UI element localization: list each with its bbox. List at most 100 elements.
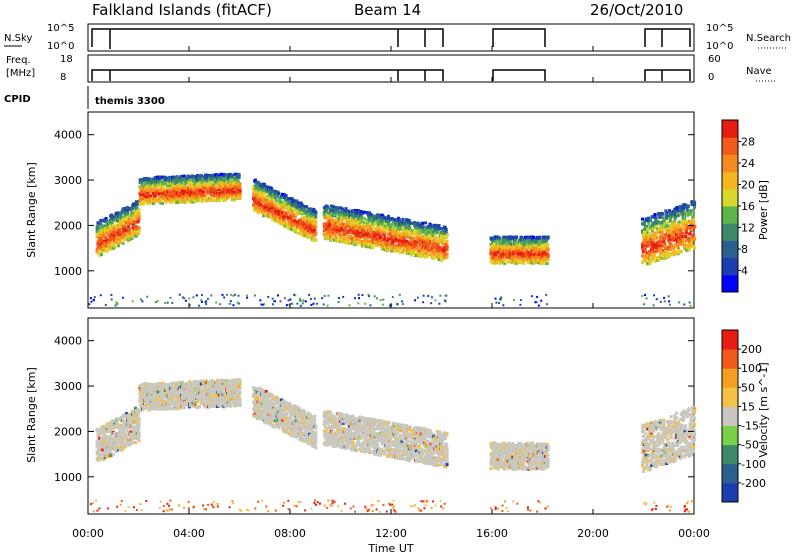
- ground-scatter-cell: [502, 304, 505, 307]
- scatter-cell: [404, 221, 408, 225]
- scatter-cell: [653, 259, 657, 263]
- scatter-cell: [230, 186, 234, 190]
- scatter-cell: [152, 189, 155, 193]
- scatter-cell: [673, 207, 677, 211]
- scatter-cell: [322, 222, 326, 226]
- station-title: Falkland Islands (fitACF): [92, 1, 272, 19]
- scatter-cell: [420, 253, 424, 257]
- scatter-cell: [152, 185, 156, 189]
- scatter-cell: [223, 179, 227, 183]
- scatter-cell: [237, 173, 241, 177]
- scatter-cell: [352, 213, 356, 217]
- scatter-cell: [264, 202, 268, 206]
- scatter-cell: [262, 192, 266, 195]
- scatter-cell: [303, 220, 307, 224]
- scatter-cell: [533, 256, 536, 259]
- scatter-cell: [376, 220, 380, 223]
- scatter-cell: [163, 175, 167, 179]
- scatter-cell: [338, 214, 342, 218]
- scatter-cell: [655, 222, 659, 226]
- scatter-cell: [533, 248, 537, 252]
- scatter-cell: [163, 190, 167, 194]
- scatter-cell: [234, 181, 238, 185]
- scatter-cell: [293, 219, 297, 223]
- scatter-cell: [662, 234, 666, 238]
- scatter-cell: [650, 233, 653, 237]
- scatter-cell: [422, 251, 426, 255]
- scatter-cell: [680, 235, 684, 239]
- scatter-cell: [502, 236, 506, 240]
- scatter-cell: [349, 231, 352, 235]
- scatter-cell: [114, 217, 118, 221]
- scatter-cell: [392, 236, 396, 240]
- scatter-cell: [428, 241, 432, 245]
- scatter-cell: [196, 176, 200, 180]
- scatter-cell: [682, 225, 686, 229]
- scatter-cell: [129, 219, 133, 223]
- scatter-cell: [432, 249, 436, 253]
- scatter-cell: [650, 241, 654, 245]
- scatter-cell: [392, 246, 396, 250]
- scatter-cell: [342, 239, 346, 243]
- scatter-cell: [499, 244, 503, 248]
- scatter-cell: [310, 214, 314, 218]
- scatter-cell: [224, 183, 228, 187]
- scatter-cell: [413, 245, 417, 249]
- scatter-cell: [340, 213, 344, 217]
- scatter-cell: [261, 191, 265, 195]
- scatter-cell: [662, 220, 666, 223]
- scatter-cell: [528, 242, 532, 246]
- scatter-cell: [665, 211, 669, 215]
- scatter-cell: [269, 215, 273, 219]
- scatter-cell: [228, 183, 232, 187]
- scatter-cell: [437, 231, 441, 235]
- scatter-cell: [644, 231, 648, 235]
- scatter-cell: [411, 249, 415, 253]
- scatter-cell: [654, 250, 658, 254]
- scatter-cell: [518, 256, 522, 260]
- scatter-cell: [112, 232, 116, 235]
- scatter-cell: [649, 218, 653, 222]
- scatter-cell: [350, 241, 354, 245]
- scatter-cell: [192, 194, 196, 197]
- scatter-cell: [225, 175, 229, 179]
- scatter-cell: [645, 251, 649, 255]
- ground-scatter-cell: [141, 300, 144, 303]
- scatter-cell: [507, 247, 511, 250]
- scatter-cell: [330, 209, 333, 213]
- scatter-cell: [669, 224, 673, 228]
- scatter-cell: [658, 252, 662, 256]
- scatter-cell: [401, 233, 405, 237]
- scatter-cell: [538, 252, 542, 256]
- scatter-cell: [691, 215, 695, 219]
- scatter-cell: [650, 229, 654, 233]
- freq-tick-high: 18: [60, 54, 73, 65]
- scatter-cell: [666, 221, 670, 225]
- scatter-cell: [375, 222, 379, 226]
- scatter-cell: [382, 240, 386, 243]
- scatter-cell: [348, 238, 352, 241]
- scatter-cell: [414, 233, 418, 237]
- scatter-cell: [310, 210, 314, 214]
- scatter-cell: [414, 248, 417, 252]
- scatter-cell: [534, 255, 538, 259]
- scatter-cell: [226, 196, 229, 200]
- scatter-cell: [424, 251, 428, 255]
- scatter-cell: [405, 229, 408, 233]
- scatter-cell: [507, 256, 511, 259]
- scatter-cell: [128, 222, 132, 225]
- scatter-cell: [257, 206, 261, 210]
- scatter-cell: [166, 197, 170, 201]
- scatter-cell: [117, 228, 121, 232]
- scatter-cell: [396, 247, 400, 251]
- scatter-cell: [126, 208, 129, 212]
- scatter-cell: [262, 208, 266, 212]
- scatter-cell: [666, 233, 670, 237]
- scatter-cell: [408, 250, 412, 254]
- scatter-cell: [350, 237, 354, 240]
- scatter-cell: [143, 184, 146, 188]
- scatter-cell: [490, 237, 494, 240]
- scatter-cell: [542, 255, 546, 259]
- scatter-cell: [430, 251, 434, 255]
- scatter-cell: [414, 225, 417, 229]
